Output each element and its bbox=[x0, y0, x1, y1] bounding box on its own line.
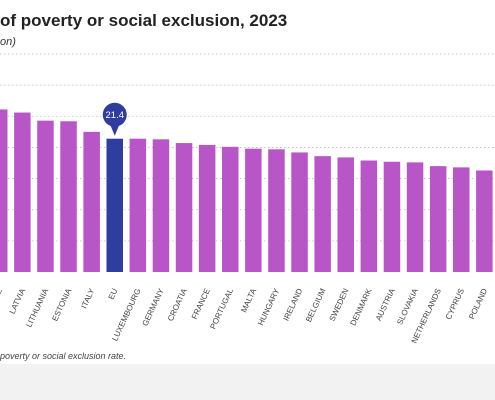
bar-austria bbox=[383, 161, 401, 272]
bar-malta bbox=[245, 148, 262, 272]
callout-bubble bbox=[102, 102, 127, 127]
tick-label-estonia: ESTONIA bbox=[50, 286, 73, 322]
callout: 21.4 bbox=[102, 102, 127, 136]
bar-netherlands bbox=[429, 166, 447, 272]
tick-label-cyprus: CYPRUS bbox=[444, 287, 466, 321]
bar-italy bbox=[83, 131, 100, 272]
tick-label-austria: AUSTRIA bbox=[374, 286, 397, 322]
bar-eu bbox=[106, 138, 123, 272]
tick-label-eu: EU bbox=[107, 287, 120, 301]
tick-label-slovakia: SLOVAKIA bbox=[395, 286, 420, 326]
footnote: poverty or social exclusion rate. bbox=[0, 351, 127, 361]
bar-cyprus bbox=[453, 167, 470, 272]
bar-lithuania bbox=[37, 120, 54, 272]
tick-label-poland: POLAND bbox=[467, 287, 489, 321]
tick-label-hungary: HUNGARY bbox=[256, 286, 281, 327]
tick-label-sweden: SWEDEN bbox=[328, 287, 351, 323]
callout-value: 21.4 bbox=[106, 110, 125, 121]
bar-denmark bbox=[360, 160, 378, 272]
tick-label-belgium: BELGIUM bbox=[304, 287, 328, 324]
bar-reece bbox=[0, 109, 8, 272]
tick-label-portugal: PORTUGAL bbox=[208, 287, 235, 331]
tick-label-croatia: CROATIA bbox=[166, 286, 189, 322]
bar-ireland bbox=[291, 152, 308, 272]
tick-label-italy: ITALY bbox=[79, 286, 96, 309]
bar-slovakia bbox=[406, 162, 424, 272]
bar-germany bbox=[152, 139, 170, 272]
bar-hungary bbox=[268, 149, 285, 272]
bar-estonia bbox=[60, 121, 77, 272]
tick-label-denmark: DENMARK bbox=[349, 286, 374, 327]
bar-latvia bbox=[14, 112, 31, 272]
bar-luxembourg bbox=[129, 138, 147, 272]
tick-label-ireland: IRELAND bbox=[282, 287, 305, 322]
bars bbox=[0, 109, 493, 272]
bar-sweden bbox=[337, 157, 354, 272]
tick-label-latvia: LATVIA bbox=[8, 286, 28, 315]
callout-pointer bbox=[109, 123, 120, 136]
tick-label-reece: REECE bbox=[0, 287, 4, 316]
chart-subtitle: on) bbox=[0, 36, 16, 48]
tick-label-germany: GERMANY bbox=[141, 286, 167, 327]
bar-portugal bbox=[222, 146, 239, 272]
bar-france bbox=[198, 144, 216, 272]
tick-label-france: FRANCE bbox=[190, 287, 212, 321]
bar-poland bbox=[476, 170, 493, 272]
bar-belgium bbox=[314, 156, 331, 272]
chart-title: of poverty or social exclusion, 2023 bbox=[0, 11, 288, 30]
bar-croatia bbox=[175, 143, 193, 272]
footer-band bbox=[0, 364, 495, 400]
tick-label-malta: MALTA bbox=[239, 286, 258, 314]
tick-label-lithuania: LITHUANIA bbox=[24, 286, 50, 328]
